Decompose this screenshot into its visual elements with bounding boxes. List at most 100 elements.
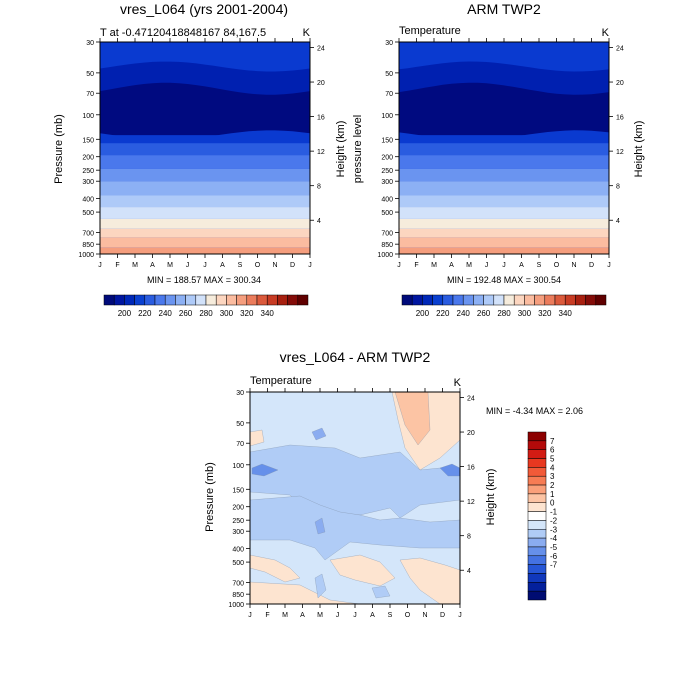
colorbar-swatch <box>256 294 268 306</box>
pressure-tick-label: 150 <box>82 137 94 144</box>
month-tick-label: F <box>265 612 269 619</box>
colorbar-swatch <box>124 294 135 306</box>
pressure-tick-label: 700 <box>232 580 244 587</box>
colorbar-label: -2 <box>550 516 558 525</box>
colorbar-swatch <box>513 294 525 306</box>
colorbar-swatch <box>452 294 464 306</box>
month-tick-label: A <box>370 612 375 619</box>
pressure-tick-label: 70 <box>236 441 244 448</box>
panel1-colorbar: 200 220 240 260 280 300 320 340 <box>103 294 309 318</box>
colorbar-swatch <box>236 294 248 306</box>
month-tick-label: F <box>414 262 418 269</box>
colorbar-swatch <box>113 294 125 306</box>
contour-band <box>100 143 310 156</box>
colorbar-swatch <box>401 294 413 306</box>
colorbar-swatch <box>527 537 547 548</box>
colorbar-swatch <box>175 294 186 306</box>
colorbar-swatch <box>554 294 566 306</box>
colorbar-swatch <box>411 294 423 306</box>
panel2-stats: MIN = 192.48 MAX = 300.54 <box>447 275 561 285</box>
pressure-tick-label: 500 <box>232 560 244 567</box>
pressure-tick-label: 200 <box>82 155 94 162</box>
panel2-ylabel: pressure level <box>352 115 364 183</box>
colorbar-swatch <box>473 294 484 306</box>
month-tick-label: F <box>115 262 119 269</box>
pressure-tick-label: 30 <box>86 40 94 47</box>
pressure-tick-label: 250 <box>232 518 244 525</box>
colorbar-swatch <box>503 294 515 306</box>
colorbar-swatch <box>527 431 547 442</box>
month-tick-label: N <box>272 262 277 269</box>
panel3-subtitle-left: Temperature <box>250 375 312 387</box>
contour-band <box>399 135 609 144</box>
colorbar-swatch <box>527 582 547 592</box>
month-tick-label: J <box>336 612 340 619</box>
panel3-units: K <box>454 377 462 389</box>
colorbar-label: -7 <box>550 561 558 570</box>
colorbar-swatch <box>527 520 547 530</box>
colorbar-label: 200 <box>118 309 132 318</box>
colorbar-swatch <box>527 484 547 495</box>
contour-band <box>399 207 609 219</box>
colorbar-swatch <box>527 458 547 468</box>
colorbar-label: 280 <box>497 309 511 318</box>
colorbar-swatch <box>595 294 607 306</box>
month-tick-label: D <box>589 262 594 269</box>
pressure-tick-label: 100 <box>232 463 244 470</box>
colorbar-label: 260 <box>477 309 491 318</box>
height-tick-label: 20 <box>467 430 475 437</box>
height-tick-label: 24 <box>467 395 475 402</box>
contour-band <box>100 228 310 238</box>
height-tick-label: 4 <box>317 218 321 225</box>
colorbar-swatch <box>585 294 597 306</box>
panel2-subtitle-left: Temperature <box>399 25 461 37</box>
colorbar-label: 6 <box>550 446 555 455</box>
panel3-pressure-axis: 30 50 70 100 150 200 250 300 400 500 700 850 1000 <box>228 390 250 609</box>
contour-band <box>371 585 391 599</box>
colorbar-swatch <box>103 294 115 306</box>
colorbar-label: 2 <box>550 481 555 490</box>
panel-obs-temperature: ARM TWP2 Temperature K 30 50 70 100 150 200 25… <box>352 1 645 318</box>
colorbar-swatch <box>527 529 547 539</box>
month-tick-label: D <box>290 262 295 269</box>
month-tick-label: O <box>554 262 560 269</box>
colorbar-label: 300 <box>518 309 532 318</box>
month-tick-label: M <box>282 612 288 619</box>
pressure-tick-label: 850 <box>232 592 244 599</box>
panel1-pressure-axis: 30 50 70 100 150 200 250 300 400 500 700 850 1000 <box>78 40 100 259</box>
pressure-tick-label: 50 <box>86 71 94 78</box>
height-tick-label: 24 <box>616 45 624 52</box>
pressure-tick-label: 200 <box>381 155 393 162</box>
colorbar-label: 340 <box>261 309 275 318</box>
contour-band <box>314 573 327 599</box>
colorbar-label: 320 <box>240 309 254 318</box>
height-tick-label: 24 <box>317 45 325 52</box>
panel3-plot-area <box>249 391 461 605</box>
contour-band <box>100 82 310 140</box>
pressure-tick-label: 1000 <box>78 252 94 259</box>
month-tick-label: J <box>186 262 190 269</box>
month-tick-label: J <box>485 262 489 269</box>
month-tick-label: O <box>405 612 411 619</box>
colorbar-swatch <box>226 294 237 306</box>
pressure-tick-label: 400 <box>381 197 393 204</box>
contour-band <box>249 554 301 583</box>
month-tick-label: J <box>607 262 611 269</box>
contour-band <box>399 143 609 156</box>
colorbar-swatch <box>527 564 547 574</box>
colorbar-swatch <box>527 440 547 450</box>
colorbar-swatch <box>266 294 278 306</box>
colorbar-swatch <box>527 511 547 521</box>
panel2-units: K <box>602 27 610 39</box>
panel1-ylabel-right: Height (km) <box>335 121 347 178</box>
colorbar-swatch <box>297 294 309 306</box>
contour-band <box>399 181 609 196</box>
month-tick-label: S <box>537 262 542 269</box>
colorbar-label: -3 <box>550 525 558 534</box>
panel3-height-axis: 24 20 16 12 8 4 <box>460 395 475 575</box>
pressure-tick-label: 850 <box>381 242 393 249</box>
month-tick-label: J <box>397 262 401 269</box>
colorbar-swatch <box>575 294 586 306</box>
colorbar-swatch <box>442 294 454 306</box>
